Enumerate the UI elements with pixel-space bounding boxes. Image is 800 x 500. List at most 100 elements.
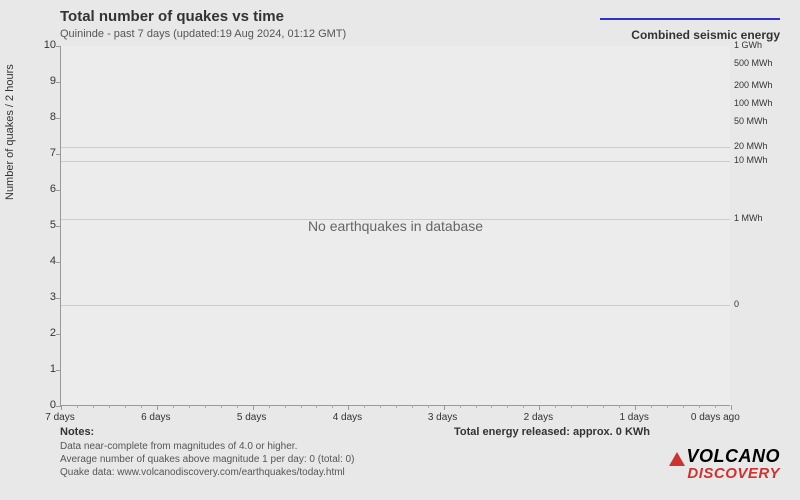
gridline [61,147,730,148]
logo-top: VOLCANO [687,446,781,466]
xtick: 6 days [141,412,170,423]
y-tick-mark [56,262,61,263]
ytick-left: 4 [36,255,56,267]
logo: VOLCANO DISCOVERY [669,447,781,482]
x-tick-minor [619,405,620,408]
chart-title: Total number of quakes vs time [60,8,284,25]
ytick-right: 1 GWh [734,40,762,50]
y-tick-mark [56,334,61,335]
x-tick-minor [301,405,302,408]
x-tick-minor [77,405,78,408]
x-tick-minor [285,405,286,408]
ytick-right: 0 [734,299,739,309]
x-tick-minor [571,405,572,408]
y-axis-left-label: Number of quakes / 2 hours [4,64,16,200]
x-tick-mark [348,405,349,410]
gridline [61,219,730,220]
y-tick-mark [56,226,61,227]
plot-area: No earthquakes in database [60,46,730,406]
y-tick-mark [56,298,61,299]
x-tick-minor [476,405,477,408]
x-tick-minor [205,405,206,408]
ytick-left: 5 [36,219,56,231]
x-tick-mark [61,405,62,410]
ytick-right: 20 MWh [734,141,768,151]
x-tick-minor [523,405,524,408]
x-tick-minor [189,405,190,408]
y-tick-mark [56,118,61,119]
ytick-right: 1 MWh [734,213,763,223]
chart-subtitle: Quininde - past 7 days (updated:19 Aug 2… [60,28,346,40]
logo-bottom: DISCOVERY [687,465,780,482]
x-tick-mark [539,405,540,410]
ytick-left: 9 [36,75,56,87]
notes-heading: Notes: [60,426,94,438]
ytick-left: 6 [36,183,56,195]
ytick-left: 3 [36,291,56,303]
gridline [61,161,730,162]
x-tick-mark [157,405,158,410]
x-tick-minor [507,405,508,408]
ytick-right: 10 MWh [734,155,768,165]
xtick: 3 days [428,412,457,423]
x-tick-minor [109,405,110,408]
x-tick-minor [699,405,700,408]
x-tick-mark [444,405,445,410]
note-line-3: Quake data: www.volcanodiscovery.com/ear… [60,467,345,478]
ytick-left: 1 [36,363,56,375]
legend-line [600,18,780,20]
y-tick-mark [56,82,61,83]
x-tick-minor [396,405,397,408]
y-tick-mark [56,190,61,191]
ytick-left: 0 [36,399,56,411]
x-tick-minor [237,405,238,408]
total-energy: Total energy released: approx. 0 KWh [454,426,650,438]
x-tick-minor [683,405,684,408]
x-tick-minor [651,405,652,408]
chart-container: Total number of quakes vs time Quininde … [0,0,800,500]
x-tick-minor [555,405,556,408]
x-tick-minor [715,405,716,408]
note-line-1: Data near-complete from magnitudes of 4.… [60,441,297,452]
x-tick-minor [603,405,604,408]
x-tick-minor [491,405,492,408]
y-tick-mark [56,370,61,371]
ytick-right: 500 MWh [734,58,773,68]
x-tick-minor [221,405,222,408]
xtick: 2 days [524,412,553,423]
volcano-icon [669,452,685,466]
x-tick-mark [731,405,732,410]
ytick-left: 2 [36,327,56,339]
y-tick-mark [56,154,61,155]
xtick: 1 days [619,412,648,423]
xtick: 4 days [333,412,362,423]
x-tick-minor [667,405,668,408]
ytick-right: 100 MWh [734,98,773,108]
x-tick-minor [412,405,413,408]
x-tick-minor [173,405,174,408]
x-tick-mark [635,405,636,410]
ytick-right: 50 MWh [734,116,768,126]
y-tick-mark [56,46,61,47]
x-tick-minor [460,405,461,408]
ytick-left: 7 [36,147,56,159]
x-tick-minor [316,405,317,408]
ytick-left: 10 [36,39,56,51]
xtick: 5 days [237,412,266,423]
x-tick-minor [587,405,588,408]
x-tick-minor [428,405,429,408]
ytick-left: 8 [36,111,56,123]
gridline [61,305,730,306]
ytick-right: 200 MWh [734,80,773,90]
x-tick-minor [332,405,333,408]
x-tick-minor [93,405,94,408]
x-tick-minor [141,405,142,408]
x-tick-minor [380,405,381,408]
xtick: 7 days [45,412,74,423]
empty-message: No earthquakes in database [308,218,483,234]
x-tick-minor [364,405,365,408]
note-line-2: Average number of quakes above magnitude… [60,454,354,465]
xtick: 0 days ago [691,412,740,423]
x-tick-minor [269,405,270,408]
x-tick-minor [125,405,126,408]
